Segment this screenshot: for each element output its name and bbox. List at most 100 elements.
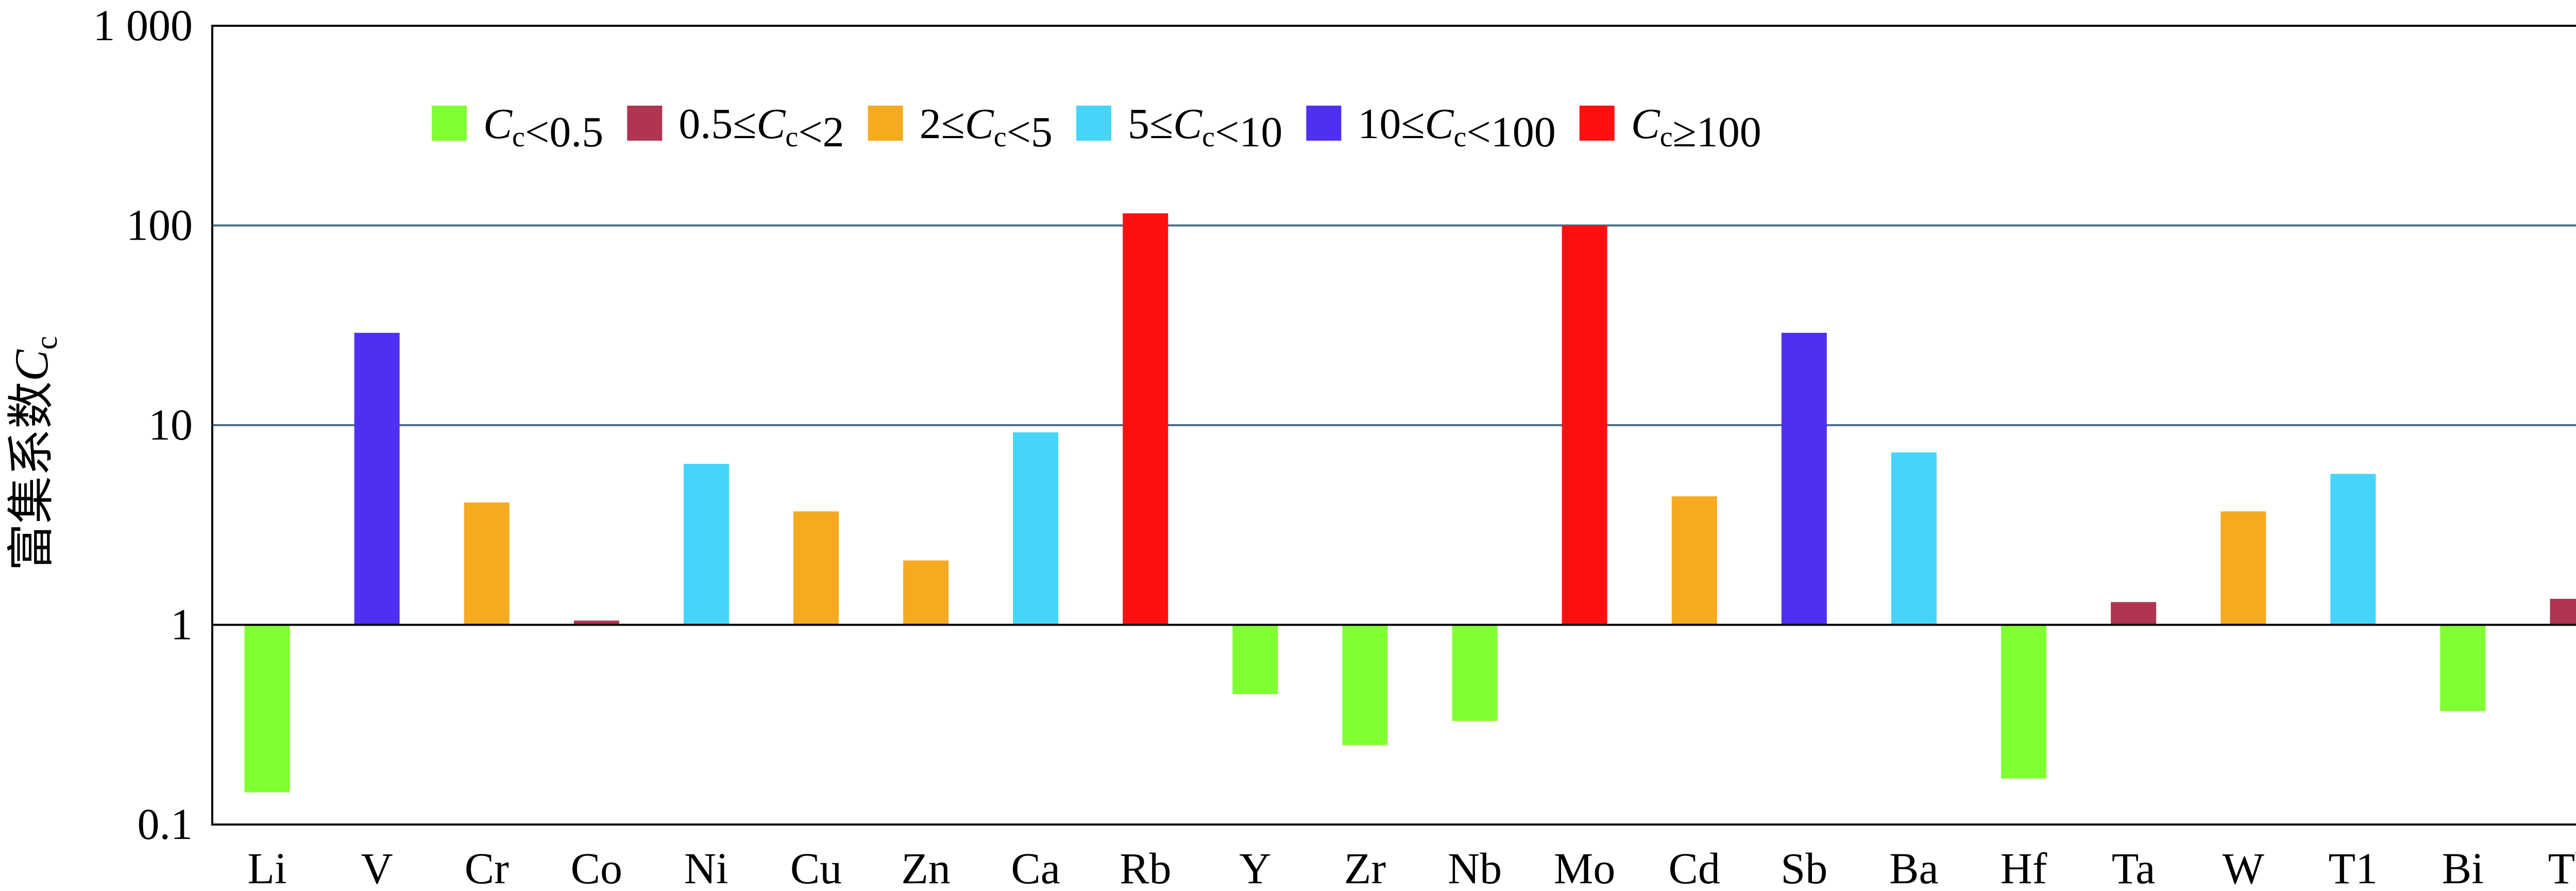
y-tick-label: 0.1	[138, 799, 193, 849]
legend-label-part: <0.5	[525, 108, 603, 156]
legend-label-part: 2≤	[920, 100, 965, 148]
bar-hf	[2001, 625, 2046, 779]
legend-label-part: <10	[1215, 108, 1282, 156]
legend-swatch	[1306, 106, 1342, 141]
x-category-label: Ca	[1011, 844, 1060, 888]
legend-label-part: c	[994, 121, 1007, 153]
bar-nb	[1452, 625, 1498, 721]
legend-swatch	[1076, 106, 1112, 141]
legend-label-part: <2	[798, 108, 844, 156]
legend-label: Cc<0.5	[483, 100, 603, 156]
x-category-label: Hf	[2001, 844, 2047, 888]
y-tick-label: 1	[171, 600, 193, 649]
legend-item-5to10: 5≤Cc<10	[1076, 100, 1282, 156]
bar-zn	[903, 560, 949, 625]
bar-mo	[1562, 225, 1607, 625]
bar-cd	[1671, 496, 1717, 625]
legend-swatch	[432, 106, 467, 141]
x-category-label: W	[2223, 844, 2264, 888]
y-tick-label: 100	[126, 200, 193, 250]
legend-item-10to100: 10≤Cc<100	[1306, 100, 1556, 156]
x-category-label: Cd	[1669, 844, 1720, 888]
legend-label-part: 0.5≤	[679, 100, 756, 148]
bar-t1	[2330, 474, 2376, 625]
bar-li	[244, 625, 290, 793]
legend-item-2to5: 2≤Cc<5	[868, 100, 1053, 156]
bar-ni	[683, 464, 729, 625]
bar-th	[2550, 598, 2576, 625]
x-category-label: Rb	[1120, 844, 1171, 888]
x-category-label: Ba	[1889, 844, 1939, 888]
x-category-label: Sb	[1781, 844, 1827, 888]
bar-cr	[464, 502, 510, 625]
legend-label: 10≤Cc<100	[1358, 100, 1555, 156]
legend: Cc<0.5 0.5≤Cc<2 2≤Cc<5 5≤Cc<10 10≤Cc<100 Cc≥1…	[432, 100, 1761, 156]
y-tick-label: 10	[148, 400, 193, 449]
x-category-label: Mo	[1554, 844, 1615, 888]
x-category-label: Th	[2548, 844, 2576, 888]
legend-label-part: 10≤	[1358, 100, 1425, 148]
legend-swatch	[1579, 106, 1615, 141]
y-axis-label: 富集系数Cc	[5, 336, 63, 571]
legend-label-part: <100	[1466, 108, 1555, 156]
x-category-label: Nb	[1448, 844, 1502, 888]
bar-cu	[793, 511, 839, 625]
x-category-label: V	[361, 844, 393, 888]
legend-item-ge100: Cc≥100	[1579, 100, 1761, 156]
legend-label-part: <5	[1007, 108, 1053, 156]
x-category-label: Cr	[465, 844, 509, 888]
legend-swatch	[627, 106, 663, 141]
x-category-label: Co	[571, 844, 622, 888]
x-category-label: Ni	[684, 844, 728, 888]
x-category-label: Zn	[901, 844, 951, 888]
x-category-labels: Li V Cr Co Ni Cu Zn Ca Rb Y Zr Nb Mo Cd Sb Ba Hf Ta W T1 Bi T…	[247, 844, 2576, 891]
bars	[244, 213, 2576, 793]
bar-sb	[1781, 332, 1827, 625]
x-category-label: Y	[1239, 844, 1271, 888]
legend-label-part: C	[1425, 100, 1454, 148]
legend-label-part: C	[756, 100, 786, 148]
plot-frame	[211, 25, 2576, 826]
x-category-label: T1	[2328, 844, 2378, 888]
x-category-label: Bi	[2442, 844, 2484, 888]
legend-label: Cc≥100	[1631, 100, 1761, 156]
y-tick-labels: 0.1 1 10 100 1 000	[93, 1, 193, 849]
legend-label-part: C	[965, 100, 994, 148]
legend-label: 0.5≤Cc<2	[679, 100, 844, 156]
x-category-label: Zr	[1344, 844, 1386, 888]
legend-item-lt05: Cc<0.5	[432, 100, 603, 156]
bar-co	[573, 620, 619, 625]
gridlines	[212, 224, 2576, 426]
legend-label-part: c	[512, 121, 525, 153]
x-category-label: Ta	[2112, 844, 2156, 888]
y-axis-label-symbol: C	[5, 349, 58, 381]
legend-label-part: c	[1202, 121, 1215, 153]
legend-label: 5≤Cc<10	[1128, 100, 1282, 156]
legend-swatch	[868, 106, 903, 141]
bar-zr	[1342, 625, 1388, 745]
legend-label-part: C	[1631, 100, 1660, 148]
y-axis-label-subscript: c	[29, 336, 63, 350]
legend-item-05to2: 0.5≤Cc<2	[627, 100, 844, 156]
x-category-label: Li	[247, 844, 286, 888]
bar-ca	[1013, 432, 1059, 625]
legend-label-part: c	[1660, 121, 1673, 153]
bar-ba	[1891, 452, 1937, 625]
legend-label-part: c	[1454, 121, 1467, 153]
x-category-label: Cu	[790, 844, 842, 888]
bar-bi	[2440, 625, 2486, 711]
y-axis-label-prefix: 富集系数	[5, 381, 58, 571]
bar-y	[1232, 625, 1278, 694]
legend-label-part: C	[1173, 100, 1202, 148]
y-tick-label: 1 000	[93, 1, 193, 50]
legend-label-part: ≥100	[1673, 108, 1761, 156]
bar-rb	[1123, 213, 1168, 625]
legend-label-part: c	[785, 121, 798, 153]
legend-label: 2≤Cc<5	[920, 100, 1053, 156]
axes	[211, 25, 2576, 826]
bar-w	[2221, 511, 2266, 625]
legend-label-part: C	[483, 100, 513, 148]
bar-v	[354, 332, 400, 625]
